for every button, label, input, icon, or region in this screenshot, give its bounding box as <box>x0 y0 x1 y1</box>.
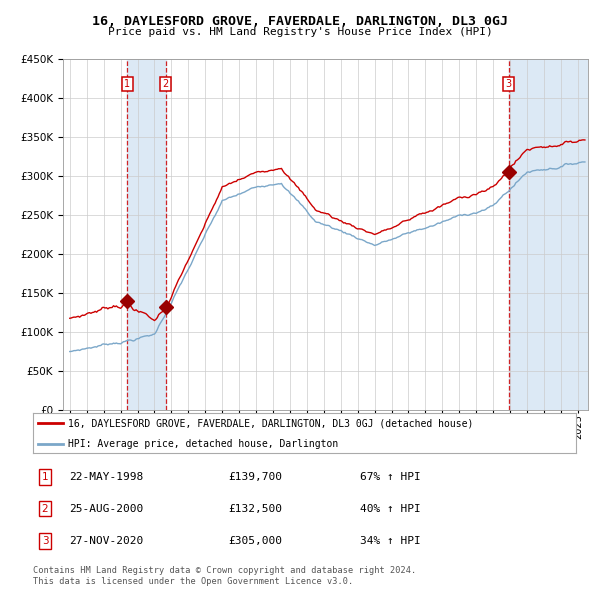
Text: £305,000: £305,000 <box>228 536 282 546</box>
Text: 1: 1 <box>41 472 49 481</box>
Text: HPI: Average price, detached house, Darlington: HPI: Average price, detached house, Darl… <box>68 440 338 450</box>
Text: 34% ↑ HPI: 34% ↑ HPI <box>360 536 421 546</box>
Text: 2: 2 <box>41 504 49 513</box>
Text: 67% ↑ HPI: 67% ↑ HPI <box>360 472 421 481</box>
Text: 16, DAYLESFORD GROVE, FAVERDALE, DARLINGTON, DL3 0GJ (detached house): 16, DAYLESFORD GROVE, FAVERDALE, DARLING… <box>68 418 473 428</box>
Text: £139,700: £139,700 <box>228 472 282 481</box>
Text: Price paid vs. HM Land Registry's House Price Index (HPI): Price paid vs. HM Land Registry's House … <box>107 27 493 37</box>
Text: £132,500: £132,500 <box>228 504 282 513</box>
Text: Contains HM Land Registry data © Crown copyright and database right 2024.: Contains HM Land Registry data © Crown c… <box>33 566 416 575</box>
Text: 25-AUG-2000: 25-AUG-2000 <box>69 504 143 513</box>
Text: 3: 3 <box>505 79 512 89</box>
Text: 22-MAY-1998: 22-MAY-1998 <box>69 472 143 481</box>
Text: 2: 2 <box>163 79 169 89</box>
Text: 16, DAYLESFORD GROVE, FAVERDALE, DARLINGTON, DL3 0GJ: 16, DAYLESFORD GROVE, FAVERDALE, DARLING… <box>92 15 508 28</box>
Text: 27-NOV-2020: 27-NOV-2020 <box>69 536 143 546</box>
Bar <box>509 59 590 410</box>
Text: 1: 1 <box>124 79 130 89</box>
Text: 3: 3 <box>41 536 49 546</box>
Text: This data is licensed under the Open Government Licence v3.0.: This data is licensed under the Open Gov… <box>33 577 353 586</box>
Text: 40% ↑ HPI: 40% ↑ HPI <box>360 504 421 513</box>
Bar <box>127 59 166 410</box>
